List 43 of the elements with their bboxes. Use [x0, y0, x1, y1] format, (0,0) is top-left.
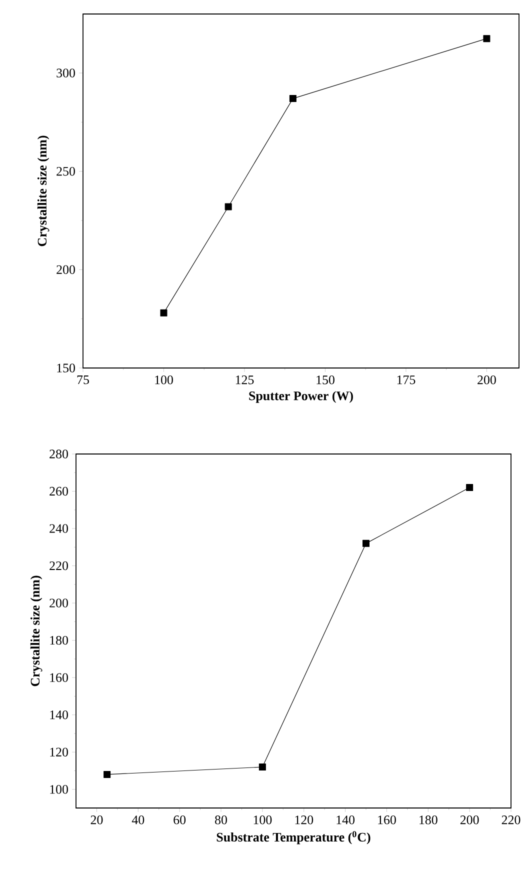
y-tick-label: 180 [50, 636, 68, 645]
x-tick-label: 150 [316, 376, 334, 384]
point [289, 95, 296, 102]
x-tick-label: 180 [420, 816, 438, 824]
point [466, 484, 474, 492]
x-tick-label: 175 [397, 376, 416, 384]
x-tick-label: 40 [132, 816, 144, 824]
y-axis-title: Crystallite size (nm) [30, 576, 42, 686]
point [224, 203, 232, 210]
x-tick-label: 60 [174, 816, 186, 824]
y-tick-label: 160 [50, 673, 68, 682]
x-tick-label: 200 [460, 816, 479, 824]
y-tick-label: 220 [50, 561, 68, 570]
y-tick-label: 120 [50, 748, 68, 756]
y-tick-label: 260 [50, 486, 68, 496]
y-tick-label: 200 [56, 265, 75, 274]
y-tick-label: 200 [50, 598, 68, 608]
x-tick-label: 160 [378, 816, 396, 824]
point [160, 309, 168, 316]
x-axis-title: Sputter Power (W) [249, 391, 353, 403]
x-tick-label: 100 [155, 376, 173, 384]
x-axis-title: Substrate Temperature ($^{0}$C) [216, 831, 370, 844]
x-tick-label: 120 [295, 816, 314, 824]
x-tick-label: 75 [77, 376, 89, 384]
x-tick-label: 140 [336, 816, 355, 824]
y-tick-label: 250 [56, 166, 75, 176]
x-tick-label: 220 [502, 816, 520, 824]
x-tick-label: 125 [236, 376, 254, 384]
point [104, 770, 111, 778]
y-tick-label: 280 [50, 450, 68, 458]
point [258, 764, 266, 771]
y-tick-label: 100 [50, 785, 68, 794]
x-tick-label: 20 [90, 816, 103, 824]
x-tick-label: 200 [478, 376, 496, 384]
y-tick-label: 140 [50, 710, 68, 720]
y-tick-label: 300 [56, 68, 75, 78]
point [483, 35, 490, 42]
x-tick-label: 80 [215, 816, 227, 824]
y-tick-label: 150 [57, 364, 75, 372]
x-tick-label: 100 [254, 816, 272, 824]
y-tick-label: 240 [50, 524, 68, 533]
y-axis-title: Crystallite size (nm) [37, 136, 50, 246]
point [362, 540, 370, 547]
